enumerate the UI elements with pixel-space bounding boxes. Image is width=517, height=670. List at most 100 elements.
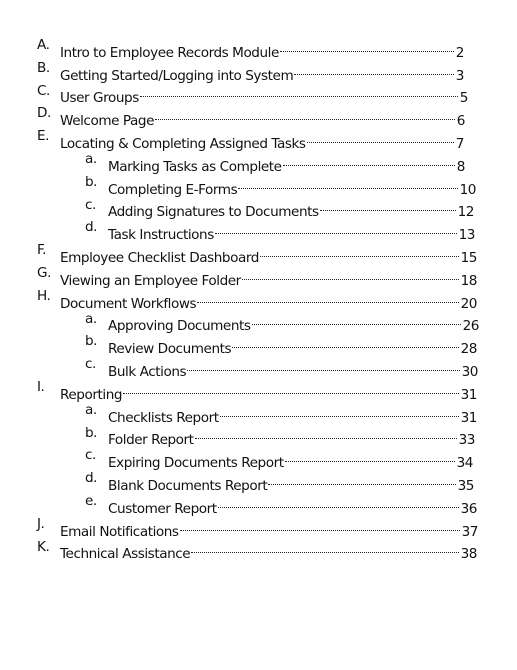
toc-page-number: 7 [455, 135, 465, 152]
toc-page-number: 6 [456, 113, 466, 130]
toc-entry[interactable]: a. Marking Tasks as Complete 8 [0, 148, 517, 175]
toc-title: Folder Report [108, 432, 194, 449]
toc-entry[interactable]: d. Task Instructions 13 [0, 216, 517, 243]
toc-marker: d. [85, 219, 98, 236]
dot-leader [196, 285, 460, 308]
toc-page-number: 26 [462, 318, 480, 335]
toc-title: Viewing an Employee Folder [60, 272, 241, 289]
toc-entry[interactable]: c. Adding Signatures to Documents 12 [0, 194, 517, 221]
dot-leader [194, 422, 459, 445]
toc-entry[interactable]: H. Document Workflows 20 [0, 285, 517, 312]
toc-title: Bulk Actions [108, 363, 187, 380]
toc-entry[interactable]: a. Checklists Report 31 [0, 399, 517, 426]
toc-title: Email Notifications [60, 523, 179, 540]
toc-page-number: 8 [456, 158, 466, 175]
toc-title: Reporting [60, 386, 123, 403]
toc-entry[interactable]: b. Completing E-Forms 10 [0, 171, 517, 198]
toc-entry[interactable]: J. Email Notifications 37 [0, 513, 517, 540]
toc-marker: b. [85, 173, 98, 190]
dot-leader [237, 171, 459, 194]
toc-marker: K. [37, 538, 50, 555]
toc-title: Technical Assistance [60, 546, 191, 563]
toc-marker: a. [85, 401, 97, 418]
toc-entry[interactable]: e. Customer Report 36 [0, 490, 517, 517]
toc-page-number: 37 [461, 523, 479, 540]
toc-title: Customer Report [108, 500, 217, 517]
toc-entry[interactable]: b. Review Documents 28 [0, 330, 517, 357]
toc-title: User Groups [60, 90, 139, 107]
table-of-contents: A. Intro to Employee Records Module 2 B. Ge… [0, 34, 517, 563]
toc-title: Completing E-Forms [108, 181, 238, 198]
dot-leader [179, 513, 462, 536]
toc-entry[interactable]: I. Reporting 31 [0, 376, 517, 403]
dot-leader [279, 34, 456, 57]
toc-marker: B. [37, 59, 50, 76]
dot-leader [217, 490, 461, 513]
toc-title: Review Documents [108, 341, 232, 358]
dot-leader [190, 536, 460, 559]
dot-leader [319, 194, 458, 217]
toc-page-number: 31 [460, 409, 478, 426]
toc-marker: c. [85, 356, 96, 373]
dot-leader [214, 216, 459, 239]
toc-title: Expiring Documents Report [108, 455, 284, 472]
dot-leader [186, 353, 461, 376]
toc-marker: c. [85, 196, 96, 213]
dot-leader [122, 376, 461, 399]
toc-page-number: 13 [458, 227, 476, 244]
toc-marker: C. [37, 82, 50, 99]
toc-page-number: 28 [460, 341, 478, 358]
dot-leader [284, 444, 457, 467]
toc-page-number: 35 [457, 477, 475, 494]
dot-leader [154, 102, 457, 125]
toc-entry[interactable]: d. Blank Documents Report 35 [0, 467, 517, 494]
toc-entry[interactable]: a. Approving Documents 26 [0, 308, 517, 335]
dot-leader [139, 80, 460, 103]
toc-title: Locating & Completing Assigned Tasks [60, 135, 306, 152]
toc-page-number: 5 [459, 90, 469, 107]
toc-marker: G. [37, 264, 51, 281]
toc-title: Intro to Employee Records Module [60, 44, 279, 61]
toc-title: Adding Signatures to Documents [108, 204, 319, 221]
toc-marker: a. [85, 310, 97, 327]
toc-entry[interactable]: D. Welcome Page 6 [0, 102, 517, 129]
toc-page-number: 34 [456, 455, 474, 472]
toc-entry[interactable]: G. Viewing an Employee Folder 18 [0, 262, 517, 289]
toc-marker: H. [37, 287, 51, 304]
toc-title: Marking Tasks as Complete [108, 158, 282, 175]
toc-page-number: 31 [460, 386, 478, 403]
toc-entry[interactable]: K. Technical Assistance 38 [0, 536, 517, 563]
toc-page-number: 2 [455, 44, 465, 61]
dot-leader [251, 308, 463, 331]
toc-entry[interactable]: F. Employee Checklist Dashboard 15 [0, 239, 517, 266]
toc-marker: a. [85, 150, 97, 167]
toc-marker: I. [37, 378, 45, 395]
toc-marker: b. [85, 424, 98, 441]
toc-marker: b. [85, 333, 98, 350]
toc-page-number: 3 [455, 67, 465, 84]
toc-marker: e. [85, 492, 97, 509]
toc-page-number: 36 [460, 500, 478, 517]
toc-entry[interactable]: C. User Groups 5 [0, 80, 517, 107]
toc-page-number: 18 [460, 272, 478, 289]
toc-entry[interactable]: B. Getting Started/Logging into System 3 [0, 57, 517, 84]
toc-entry[interactable]: b. Folder Report 33 [0, 422, 517, 449]
toc-title: Welcome Page [60, 113, 155, 130]
toc-marker: d. [85, 470, 98, 487]
toc-marker: A. [37, 37, 50, 53]
dot-leader [259, 239, 461, 262]
toc-entry[interactable]: c. Bulk Actions 30 [0, 353, 517, 380]
toc-marker: E. [37, 128, 50, 145]
toc-marker: J. [37, 515, 45, 532]
toc-title: Approving Documents [108, 318, 251, 335]
toc-page-number: 10 [459, 181, 477, 198]
toc-entry[interactable]: E. Locating & Completing Assigned Tasks 7 [0, 125, 517, 152]
dot-leader [306, 125, 456, 148]
toc-page-number: 30 [461, 363, 479, 380]
dot-leader [282, 148, 457, 171]
dot-leader [241, 262, 461, 285]
toc-title: Document Workflows [60, 295, 197, 312]
dot-leader [231, 330, 460, 353]
toc-entry[interactable]: c. Expiring Documents Report 34 [0, 444, 517, 471]
toc-entry[interactable]: A. Intro to Employee Records Module 2 [0, 34, 517, 61]
